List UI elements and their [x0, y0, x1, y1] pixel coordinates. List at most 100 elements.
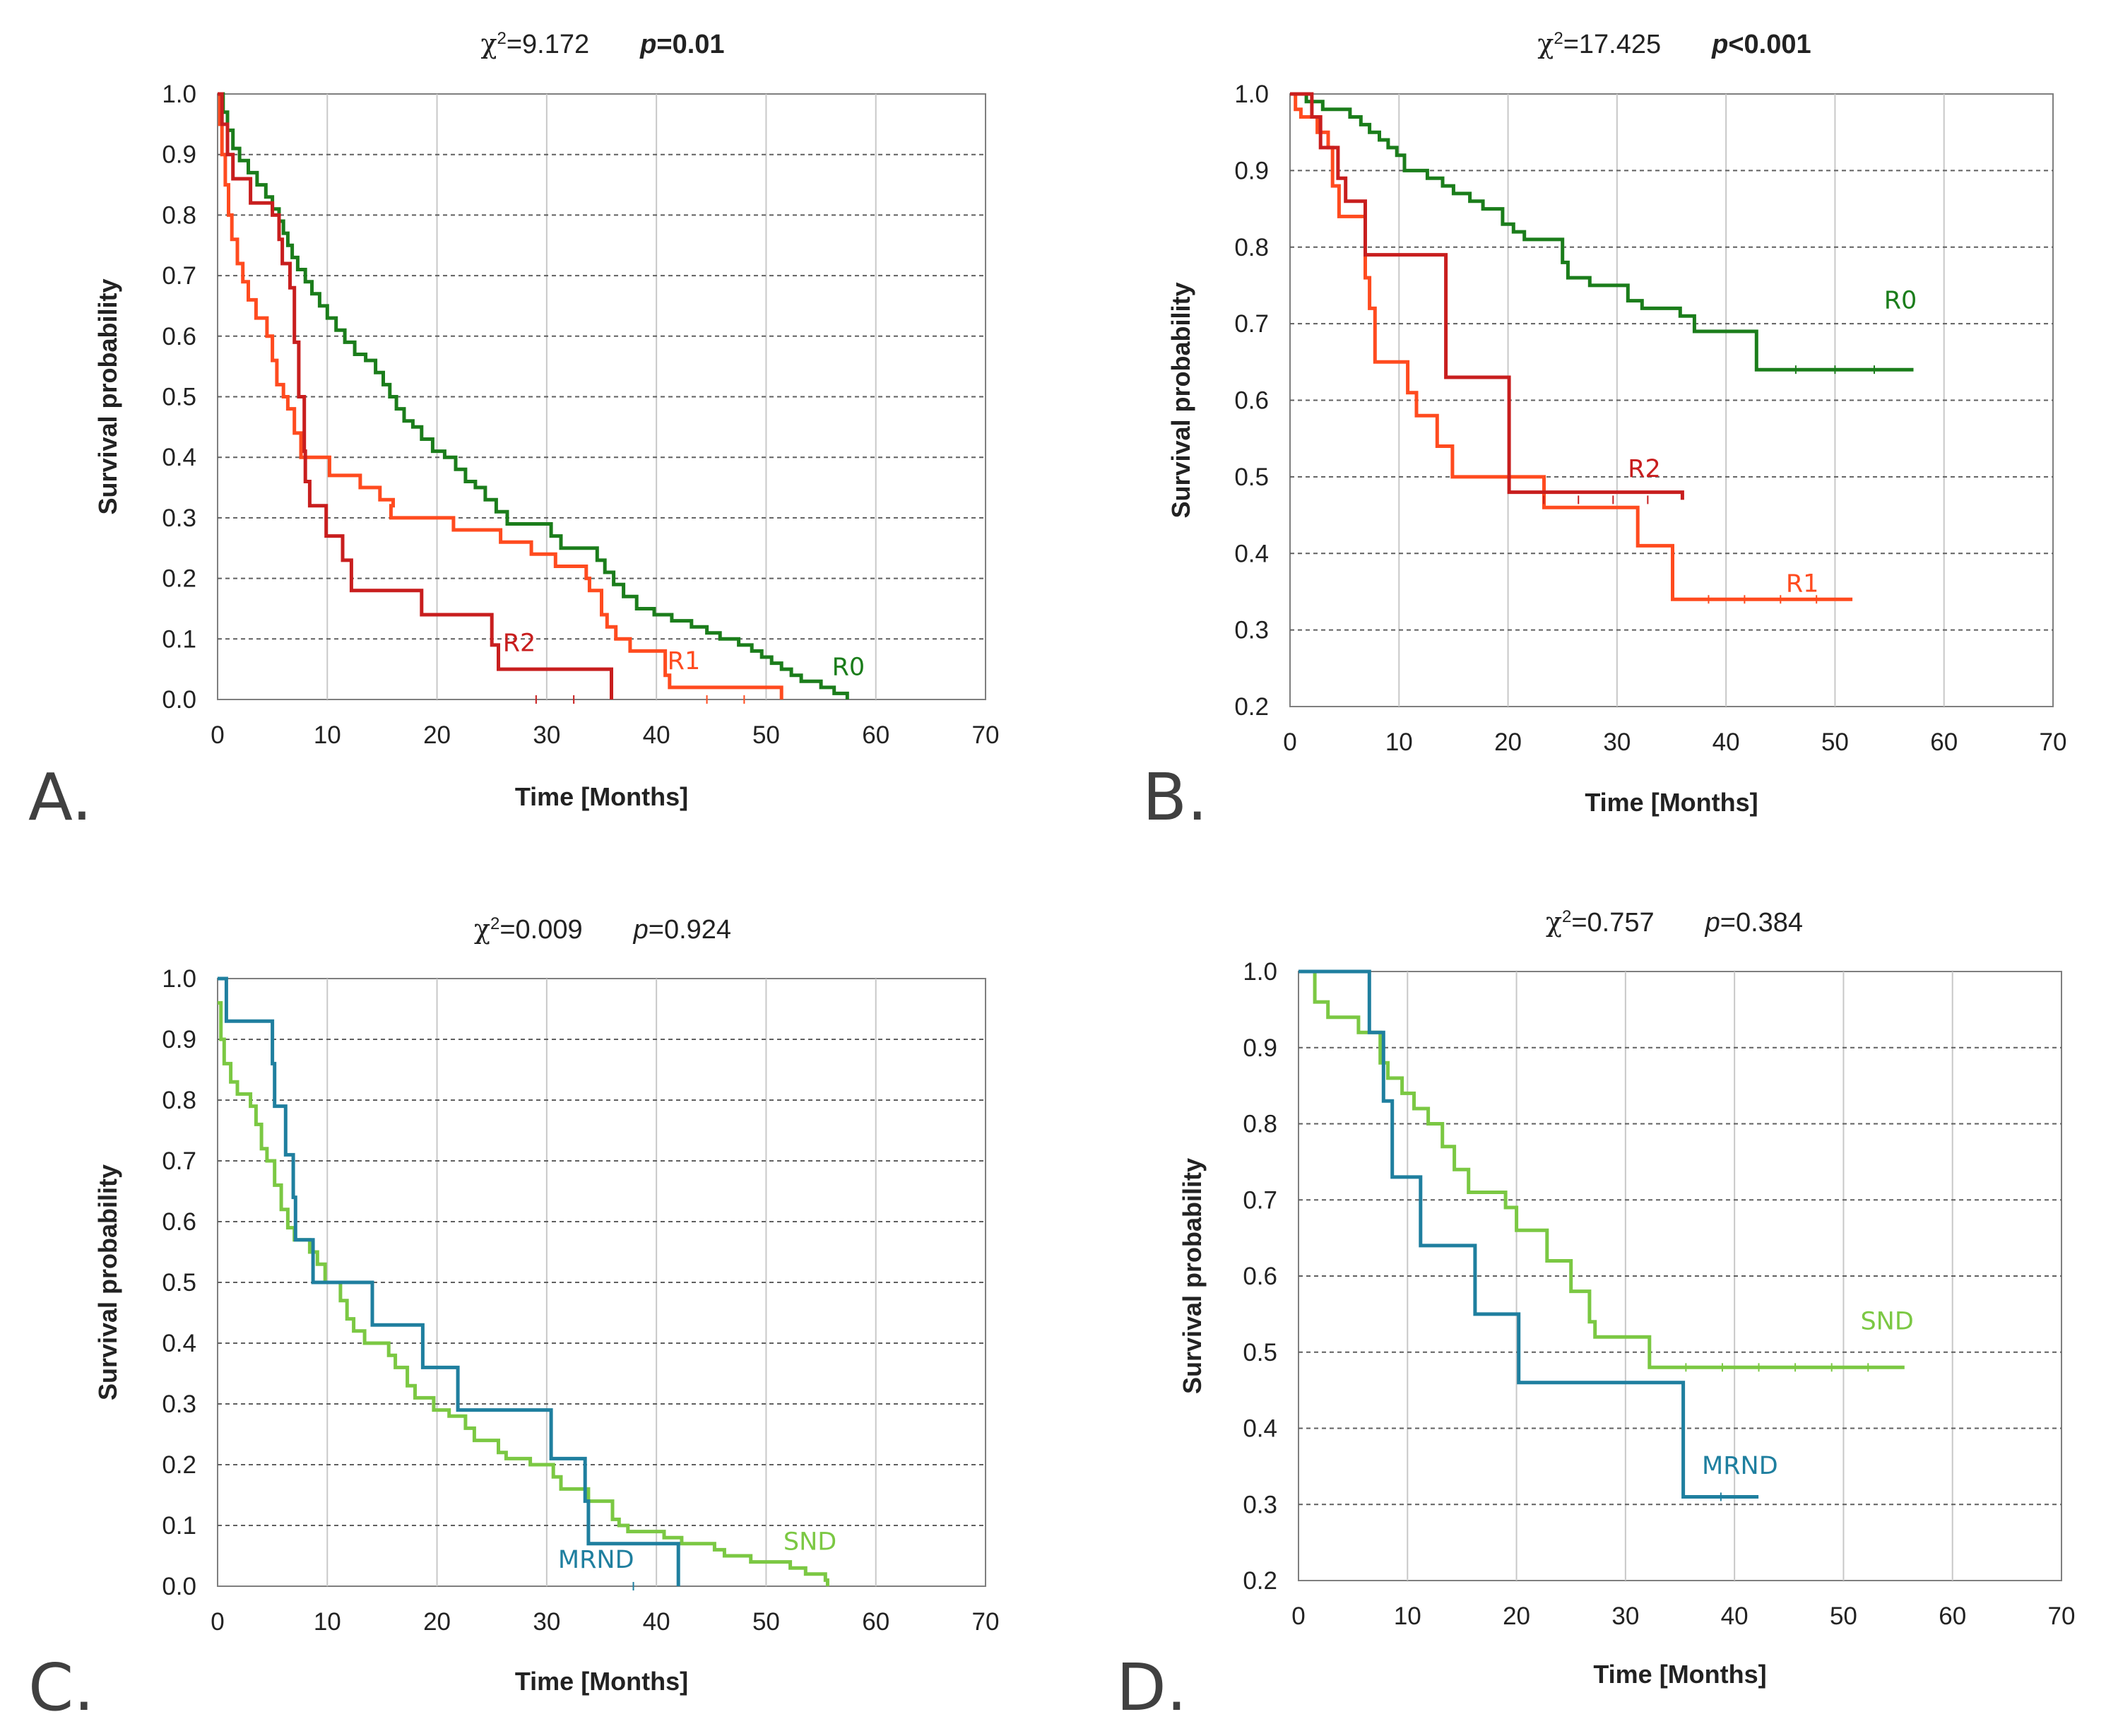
statistics-header: χ2=0.757 p=0.384	[1546, 907, 1803, 938]
panel-label: A.	[28, 760, 93, 835]
series-label-r1: R1	[668, 647, 701, 675]
x-tick-label: 0	[1291, 1602, 1305, 1630]
x-axis-title: Time [Months]	[1585, 788, 1758, 817]
y-tick-label: 0.5	[162, 384, 196, 411]
x-tick-label: 50	[1821, 728, 1849, 756]
y-tick-label: 0.3	[162, 1390, 196, 1418]
panel-label: B.	[1142, 760, 1207, 835]
statistics-header: χ2=9.172 p=0.01	[480, 28, 724, 59]
y-tick-label: 0.9	[162, 141, 196, 169]
y-tick-label: 0.7	[1243, 1186, 1277, 1214]
y-tick-label: 1.0	[1243, 958, 1277, 986]
x-tick-label: 30	[533, 1608, 560, 1636]
y-tick-label: 0.6	[162, 323, 196, 350]
y-tick-label: 0.4	[1234, 540, 1269, 567]
x-tick-label: 40	[1721, 1602, 1749, 1630]
statistics-header: χ2=17.425 p<0.001	[1537, 28, 1811, 59]
x-tick-label: 20	[423, 1608, 451, 1636]
chart-panel-d: 0.2 0.3 0.4 0.5 0.6 0.7 0.8 0.9 1.0 0 10 20 30 40 50 60…	[1116, 907, 2075, 1725]
y-tick-label: 0.3	[1243, 1491, 1277, 1518]
x-tick-label: 30	[533, 721, 560, 749]
y-tick-label: 0.6	[1234, 387, 1269, 415]
panel-label: D.	[1116, 1650, 1187, 1725]
statistics-header: χ2=0.009 p=0.924	[474, 914, 731, 945]
x-tick-label: 70	[2048, 1602, 2076, 1630]
series-line-r0	[218, 92, 849, 699]
x-tick-label: 20	[1494, 728, 1522, 756]
y-tick-label: 1.0	[162, 81, 196, 108]
y-axis-title: Survival probability	[93, 1164, 122, 1400]
y-tick-label: 0.4	[162, 1330, 196, 1357]
x-axis-title: Time [Months]	[515, 782, 688, 811]
x-axis-title: Time [Months]	[1593, 1660, 1766, 1689]
y-tick-label: 0.2	[162, 1451, 196, 1479]
y-tick-label: 0.7	[162, 262, 196, 290]
x-tick-label: 40	[643, 1608, 670, 1636]
x-tick-label: 20	[423, 721, 451, 749]
y-axis-title: Survival probability	[93, 278, 122, 514]
y-tick-label: 0.6	[1243, 1263, 1277, 1290]
series-line-r0	[1290, 92, 1914, 372]
x-tick-label: 30	[1603, 728, 1631, 756]
y-tick-label: 0.2	[1243, 1567, 1277, 1595]
y-tick-label: 0.5	[1234, 463, 1269, 491]
y-tick-label: 0.6	[162, 1208, 196, 1236]
x-tick-label: 40	[643, 721, 670, 749]
y-tick-label: 0.8	[162, 201, 196, 229]
x-tick-label: 60	[1939, 1602, 1966, 1630]
series-line-r1	[1290, 92, 1853, 601]
series-line-r2	[1290, 92, 1684, 500]
x-tick-label: 30	[1611, 1602, 1639, 1630]
x-tick-label: 0	[211, 1608, 224, 1636]
panel-label: C.	[28, 1650, 94, 1725]
series-label-snd: SND	[1860, 1307, 1913, 1335]
y-tick-label: 0.7	[1234, 310, 1269, 338]
y-tick-label: 0.9	[162, 1026, 196, 1053]
y-tick-label: 0.9	[1243, 1034, 1277, 1062]
y-tick-label: 1.0	[162, 965, 196, 993]
y-tick-label: 0.8	[1243, 1111, 1277, 1138]
x-tick-label: 60	[862, 721, 889, 749]
y-tick-label: 0.0	[162, 686, 196, 714]
series-line-snd	[218, 1000, 829, 1586]
y-tick-label: 0.4	[162, 444, 196, 471]
x-tick-label: 70	[972, 721, 1000, 749]
y-tick-label: 1.0	[1234, 81, 1269, 108]
series-line-r2	[218, 92, 613, 699]
x-tick-label: 10	[314, 721, 341, 749]
y-tick-label: 0.8	[162, 1087, 196, 1114]
x-tick-label: 70	[972, 1608, 1000, 1636]
x-tick-label: 50	[752, 1608, 780, 1636]
series-label-r2: R2	[503, 629, 536, 657]
series-label-mrnd: MRND	[558, 1546, 634, 1574]
x-tick-label: 60	[862, 1608, 889, 1636]
series-line-snd	[1298, 969, 1905, 1369]
y-tick-label: 0.5	[162, 1269, 196, 1297]
series-label-snd: SND	[783, 1528, 836, 1556]
series-label-r1: R1	[1786, 569, 1819, 598]
y-tick-label: 0.2	[1234, 693, 1269, 721]
series-label-r0: R0	[832, 654, 865, 682]
y-tick-label: 0.1	[162, 1512, 196, 1540]
y-tick-label: 0.5	[1243, 1339, 1277, 1366]
y-tick-label: 0.4	[1243, 1415, 1277, 1443]
y-tick-label: 0.3	[162, 504, 196, 532]
x-tick-label: 20	[1503, 1602, 1530, 1630]
x-tick-label: 0	[1283, 728, 1296, 756]
x-tick-label: 40	[1712, 728, 1740, 756]
x-tick-label: 10	[314, 1608, 341, 1636]
y-tick-label: 0.2	[162, 565, 196, 593]
chart-panel-b: 0.2 0.3 0.4 0.5 0.6 0.7 0.8 0.9 1.0 0 10 20 30 40 50 60…	[1142, 28, 2066, 835]
series-label-mrnd: MRND	[1702, 1452, 1778, 1480]
x-tick-label: 50	[752, 721, 780, 749]
y-axis-title: Survival probability	[1178, 1158, 1207, 1394]
x-axis-title: Time [Months]	[515, 1667, 688, 1696]
series-line-mrnd	[218, 976, 680, 1586]
y-axis-title: Survival probability	[1166, 282, 1195, 518]
x-tick-label: 10	[1385, 728, 1413, 756]
x-tick-label: 70	[2040, 728, 2067, 756]
y-tick-label: 0.7	[162, 1147, 196, 1175]
x-tick-label: 10	[1394, 1602, 1421, 1630]
y-tick-label: 0.0	[162, 1573, 196, 1600]
